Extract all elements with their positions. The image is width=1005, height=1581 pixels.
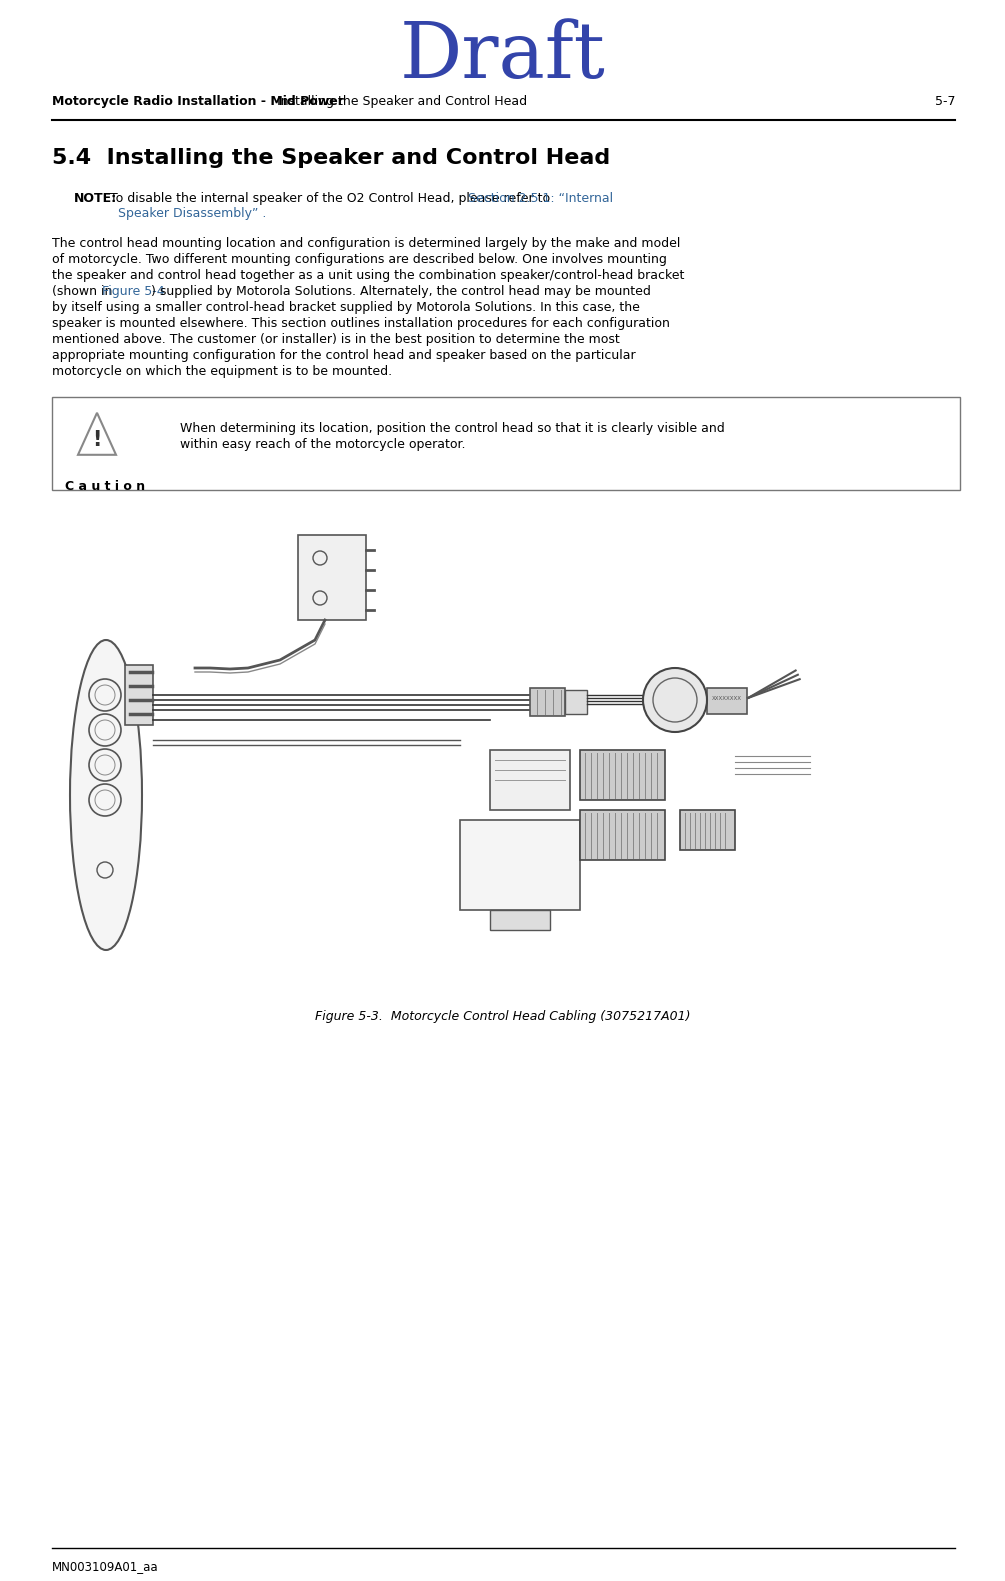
- Text: 5.4  Installing the Speaker and Control Head: 5.4 Installing the Speaker and Control H…: [52, 149, 610, 168]
- Bar: [680, 809, 735, 851]
- Bar: [460, 821, 580, 911]
- Text: Installing the Speaker and Control Head: Installing the Speaker and Control Head: [273, 95, 528, 108]
- Text: ) supplied by Motorola Solutions. Alternately, the control head may be mounted: ) supplied by Motorola Solutions. Altern…: [151, 285, 651, 297]
- Bar: [298, 534, 366, 620]
- Text: within easy reach of the motorcycle operator.: within easy reach of the motorcycle oper…: [180, 438, 465, 451]
- Text: To disable the internal speaker of the O2 Control Head, please refer to: To disable the internal speaker of the O…: [102, 191, 554, 206]
- Bar: [125, 666, 153, 726]
- Text: !: !: [92, 430, 102, 451]
- Bar: [565, 689, 587, 715]
- Text: of motorcycle. Two different mounting configurations are described below. One in: of motorcycle. Two different mounting co…: [52, 253, 667, 266]
- Text: mentioned above. The customer (or installer) is in the best position to determin: mentioned above. The customer (or instal…: [52, 334, 620, 346]
- Text: Speaker Disassembly” .: Speaker Disassembly” .: [102, 207, 266, 220]
- Text: Figure 5-3.  Motorcycle Control Head Cabling (3075217A01): Figure 5-3. Motorcycle Control Head Cabl…: [315, 1010, 690, 1023]
- Text: C a u t i o n: C a u t i o n: [65, 481, 145, 493]
- Text: The control head mounting location and configuration is determined largely by th: The control head mounting location and c…: [52, 237, 680, 250]
- Text: Section 2.5.1: “Internal: Section 2.5.1: “Internal: [468, 191, 613, 206]
- Bar: [490, 749, 570, 809]
- Text: by itself using a smaller control-head bracket supplied by Motorola Solutions. I: by itself using a smaller control-head b…: [52, 300, 640, 315]
- Text: the speaker and control head together as a unit using the combination speaker/co: the speaker and control head together as…: [52, 269, 684, 281]
- Text: Motorcycle Radio Installation - Mid Power: Motorcycle Radio Installation - Mid Powe…: [52, 95, 344, 108]
- Bar: [490, 911, 550, 930]
- Text: appropriate mounting configuration for the control head and speaker based on the: appropriate mounting configuration for t…: [52, 349, 635, 362]
- Bar: [530, 688, 565, 716]
- Text: When determining its location, position the control head so that it is clearly v: When determining its location, position …: [180, 422, 725, 435]
- Bar: [52, 397, 960, 490]
- Bar: [707, 688, 747, 715]
- Text: motorcycle on which the equipment is to be mounted.: motorcycle on which the equipment is to …: [52, 365, 392, 378]
- Ellipse shape: [70, 640, 142, 950]
- Bar: [580, 809, 665, 860]
- Text: XXXXXXXX: XXXXXXXX: [712, 696, 742, 700]
- Text: (shown in: (shown in: [52, 285, 117, 297]
- Text: 5-7: 5-7: [935, 95, 955, 108]
- Circle shape: [643, 669, 707, 732]
- Bar: [580, 749, 665, 800]
- Text: speaker is mounted elsewhere. This section outlines installation procedures for : speaker is mounted elsewhere. This secti…: [52, 318, 670, 330]
- Text: NOTE:: NOTE:: [74, 191, 118, 206]
- Text: Figure 5-4: Figure 5-4: [102, 285, 164, 297]
- Text: Draft: Draft: [400, 17, 605, 93]
- Text: MN003109A01_aa: MN003109A01_aa: [52, 1560, 159, 1573]
